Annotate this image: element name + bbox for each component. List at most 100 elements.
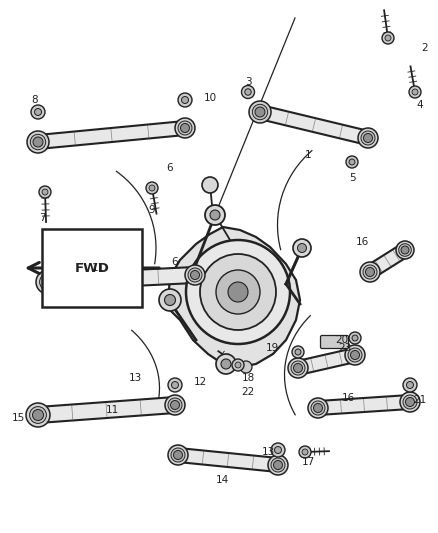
Text: 22: 22: [241, 387, 254, 397]
Circle shape: [403, 378, 417, 392]
Circle shape: [241, 85, 254, 99]
Circle shape: [308, 398, 328, 418]
Circle shape: [346, 156, 358, 168]
Circle shape: [216, 354, 236, 374]
Text: 19: 19: [265, 343, 279, 353]
Text: 15: 15: [11, 413, 25, 423]
Circle shape: [365, 268, 374, 277]
Circle shape: [252, 104, 268, 120]
Text: 21: 21: [413, 395, 427, 405]
Circle shape: [292, 346, 304, 358]
Polygon shape: [177, 448, 279, 472]
Circle shape: [349, 159, 355, 165]
Circle shape: [363, 265, 377, 279]
Text: 5: 5: [349, 173, 355, 183]
Circle shape: [275, 447, 282, 454]
Polygon shape: [258, 105, 370, 145]
Circle shape: [409, 86, 421, 98]
Circle shape: [288, 358, 308, 378]
Circle shape: [268, 455, 288, 475]
Circle shape: [216, 270, 260, 314]
Circle shape: [273, 461, 283, 470]
Circle shape: [221, 359, 231, 369]
Circle shape: [302, 449, 308, 455]
Text: 20: 20: [336, 335, 349, 345]
Text: 16: 16: [355, 237, 369, 247]
Circle shape: [350, 351, 360, 359]
Circle shape: [185, 265, 205, 285]
Circle shape: [149, 185, 155, 191]
Text: 2: 2: [422, 43, 428, 53]
Text: 3: 3: [245, 77, 251, 87]
Circle shape: [165, 395, 185, 415]
Circle shape: [358, 128, 378, 148]
Circle shape: [178, 121, 192, 135]
Text: 6: 6: [167, 163, 173, 173]
Text: 9: 9: [148, 205, 155, 215]
Circle shape: [360, 262, 380, 282]
Circle shape: [349, 332, 361, 344]
Text: 11: 11: [106, 405, 119, 415]
Circle shape: [188, 268, 202, 282]
Circle shape: [26, 403, 50, 427]
Circle shape: [235, 362, 241, 368]
Circle shape: [168, 378, 182, 392]
Circle shape: [146, 182, 158, 194]
Circle shape: [412, 89, 418, 95]
Circle shape: [173, 450, 183, 459]
Text: 10: 10: [203, 93, 216, 103]
Circle shape: [35, 109, 42, 116]
Circle shape: [293, 239, 311, 257]
Circle shape: [42, 189, 48, 195]
Circle shape: [255, 107, 265, 117]
Circle shape: [314, 403, 322, 413]
Circle shape: [30, 407, 46, 423]
Circle shape: [168, 398, 182, 412]
Circle shape: [406, 382, 413, 389]
Text: 18: 18: [241, 373, 254, 383]
Circle shape: [297, 244, 307, 253]
Circle shape: [396, 241, 414, 259]
Text: 23: 23: [339, 343, 352, 353]
Circle shape: [232, 359, 244, 371]
Circle shape: [181, 96, 188, 103]
Circle shape: [352, 335, 358, 341]
Circle shape: [165, 295, 176, 305]
Circle shape: [295, 349, 301, 355]
Polygon shape: [37, 121, 186, 149]
Circle shape: [39, 186, 51, 198]
Circle shape: [271, 458, 285, 472]
Text: 12: 12: [193, 377, 207, 387]
Polygon shape: [48, 267, 195, 290]
Circle shape: [30, 134, 46, 150]
Circle shape: [364, 133, 372, 142]
Circle shape: [42, 277, 53, 287]
Circle shape: [36, 270, 60, 294]
Circle shape: [382, 32, 394, 44]
Circle shape: [33, 137, 43, 147]
Text: 11: 11: [92, 263, 105, 273]
Circle shape: [400, 392, 420, 412]
Circle shape: [202, 177, 218, 193]
Text: 13: 13: [128, 373, 141, 383]
Circle shape: [191, 271, 199, 279]
Text: 7: 7: [39, 213, 45, 223]
Circle shape: [39, 273, 57, 290]
Circle shape: [401, 246, 409, 254]
Circle shape: [249, 101, 271, 123]
Polygon shape: [37, 397, 176, 423]
Circle shape: [245, 89, 251, 95]
Circle shape: [31, 105, 45, 119]
Circle shape: [180, 124, 190, 133]
Circle shape: [32, 409, 43, 421]
Text: 17: 17: [301, 457, 314, 467]
Text: 8: 8: [32, 95, 38, 105]
FancyBboxPatch shape: [321, 335, 349, 349]
Circle shape: [311, 401, 325, 415]
Circle shape: [406, 398, 414, 407]
Circle shape: [385, 35, 391, 41]
Text: 13: 13: [261, 447, 275, 457]
Text: 14: 14: [215, 475, 229, 485]
Circle shape: [168, 445, 188, 465]
Text: 6: 6: [172, 257, 178, 267]
